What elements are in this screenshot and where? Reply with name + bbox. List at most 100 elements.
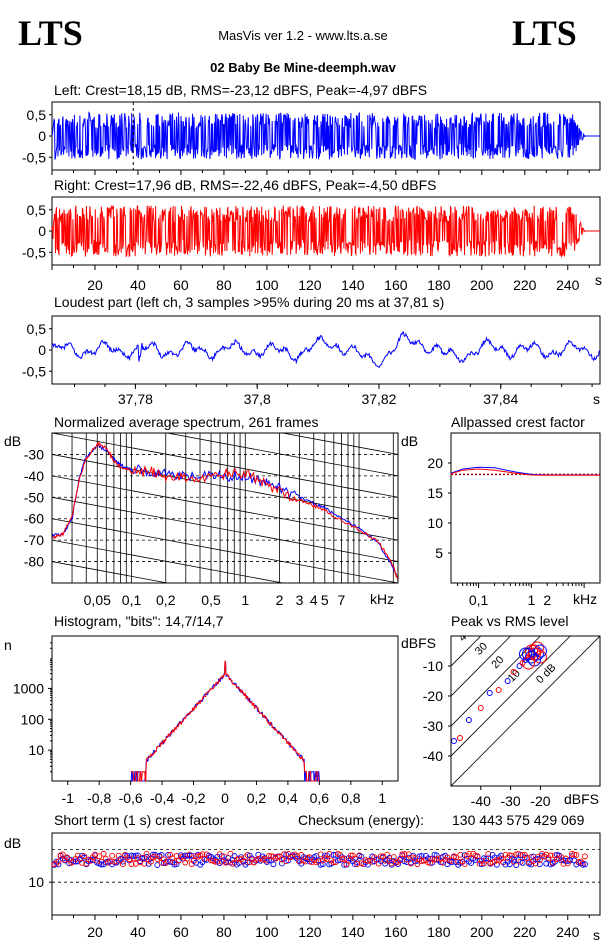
- spectrum-frame: [51, 432, 399, 584]
- peak-rms-frame: [450, 635, 601, 787]
- histogram-xtick-label: 0,8: [341, 790, 361, 806]
- short-term-xtick-label: 180: [427, 924, 451, 940]
- xtick-label: 37,84: [483, 391, 518, 407]
- spectrum-ytick-label: -60: [24, 511, 44, 527]
- short-term-xtick-label: 120: [298, 924, 322, 940]
- spectrum-xtick-label: 1: [241, 592, 249, 608]
- ytick-label: 0: [38, 342, 46, 358]
- histogram-xtick-label: -0,2: [181, 790, 205, 806]
- short-term-point: [511, 856, 517, 863]
- peak-rms-xtick-label: -40: [471, 793, 491, 809]
- short-term-xtick-label: 140: [341, 924, 365, 940]
- peak-rms-diag-label: 20: [489, 654, 506, 671]
- spectrum-slope: [165, 433, 398, 477]
- checksum-value: 130 443 575 429 069: [452, 812, 585, 828]
- xtick-label: 180: [427, 277, 451, 293]
- histogram-xtick-label: -0,4: [150, 790, 174, 806]
- spectrum-slope: [52, 326, 398, 390]
- spectrum-ytick-label: -40: [24, 468, 44, 484]
- short-term-point: [89, 856, 96, 863]
- crest-factor-ylabel: dB: [401, 433, 418, 449]
- spectrum-xtick-label: 0,05: [84, 592, 111, 608]
- spectrum-xtick-label: 2: [276, 592, 284, 608]
- histogram-xtick-label: 0: [221, 790, 229, 806]
- xtick-label: 80: [216, 277, 232, 293]
- short-term-point: [474, 853, 481, 860]
- ytick-label: -0,5: [22, 363, 46, 379]
- peak-rms-diag: [451, 636, 600, 786]
- histogram-ytick-label: 1000: [13, 680, 44, 696]
- short-term-point: [59, 851, 66, 858]
- short-term-point: [244, 852, 251, 859]
- short-term-point: [483, 855, 490, 862]
- short-term-xtick-label: 100: [255, 924, 279, 940]
- loudest-part-xunit: s: [593, 391, 600, 407]
- peak-rms-diag-label: 30: [473, 640, 490, 657]
- short-term-point: [96, 853, 103, 860]
- spectrum-title: Normalized average spectrum, 261 frames: [54, 414, 319, 430]
- crest-factor-frame: [450, 432, 601, 584]
- spectrum-slope: [52, 733, 398, 797]
- peak-rms-point: [486, 690, 493, 696]
- spectrum-slope: [52, 496, 398, 562]
- peak-rms-point: [533, 650, 547, 664]
- short-term-point: [81, 853, 88, 860]
- xtick-label: 20: [87, 277, 103, 293]
- histogram-series-left: [130, 660, 320, 782]
- short-term-point: [100, 850, 107, 857]
- spectrum-ytick-label: -80: [24, 554, 44, 570]
- short-term-point: [399, 851, 406, 858]
- spectrum-slope: [52, 304, 398, 368]
- ytick-label: -0,5: [22, 149, 46, 165]
- crest-xtick-label: 1: [527, 592, 535, 608]
- spectrum-slope: [52, 433, 398, 498]
- histogram-xtick-label: -1: [62, 790, 75, 806]
- short-term-point: [139, 854, 146, 861]
- short-term-point: [165, 851, 171, 858]
- short-term-point: [465, 850, 472, 857]
- crest-xtick-label: 0,1: [469, 592, 489, 608]
- crest-factor-xunit: kHz: [573, 591, 597, 607]
- histogram-xtick-label: 0,4: [278, 790, 298, 806]
- short-term-point: [109, 852, 116, 859]
- right-waveform-title: Right: Crest=17,96 dB, RMS=-22,46 dBFS, …: [54, 177, 436, 193]
- short-term-xtick-label: 200: [470, 924, 494, 940]
- peak-rms-point: [524, 650, 538, 664]
- spectrum-series-right: [52, 441, 398, 581]
- ytick-label: 0,5: [27, 107, 47, 123]
- histogram-xtick-label: 0,6: [310, 790, 330, 806]
- short-term-xtick-label: 60: [173, 924, 189, 940]
- peak-rms-diag: [451, 636, 482, 667]
- short-term-point: [171, 861, 178, 868]
- xtick-label: 40: [130, 277, 146, 293]
- short-term-title: Short term (1 s) crest factor: [54, 812, 225, 828]
- loudest-part-title: Loudest part (left ch, 3 samples >95% du…: [54, 294, 444, 310]
- peak-rms-diag-label: 40: [457, 627, 474, 644]
- short-term-ylabel: dB: [4, 835, 21, 851]
- short-term-point: [397, 857, 404, 864]
- logo-left: LTS: [18, 13, 83, 53]
- short-term-point: [55, 858, 62, 865]
- peak-rms-point: [504, 678, 511, 684]
- spectrum-slope: [52, 475, 398, 541]
- short-term-point: [354, 861, 361, 867]
- histogram-xtick-label: 0,2: [247, 790, 267, 806]
- peak-rms-point: [456, 735, 463, 741]
- short-term-point: [55, 861, 62, 868]
- spectrum-slope: [52, 518, 398, 583]
- histogram-xtick-label: -0,8: [87, 790, 111, 806]
- histogram-ylabel: n: [4, 637, 12, 653]
- spectrum-slope: [52, 647, 398, 711]
- short-term-xtick-label: 20: [87, 924, 103, 940]
- short-term-point: [401, 851, 408, 858]
- short-term-point: [119, 861, 126, 868]
- xtick-label: 100: [255, 277, 279, 293]
- short-term-point: [582, 861, 588, 868]
- short-term-point: [354, 859, 361, 866]
- crest-factor-title: Allpassed crest factor: [451, 414, 585, 430]
- xtick-label: 160: [384, 277, 408, 293]
- histogram-xtick-label: -0,6: [119, 790, 143, 806]
- xtick-label: 140: [341, 277, 365, 293]
